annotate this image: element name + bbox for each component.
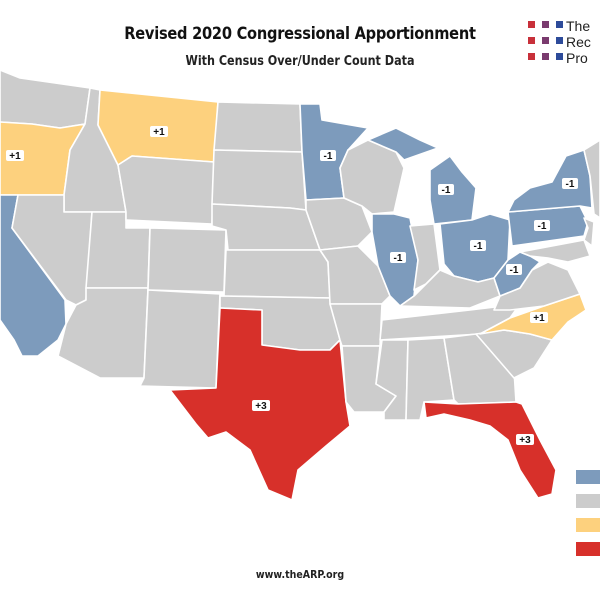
logo-dot xyxy=(556,21,563,28)
label-new-york: -1 xyxy=(562,178,578,190)
svg-text:-1: -1 xyxy=(394,253,403,264)
state-washington[interactable] xyxy=(0,70,91,129)
label-montana: +1 xyxy=(150,126,168,138)
label-illinois: -1 xyxy=(390,252,406,264)
state-new-york[interactable] xyxy=(507,149,593,213)
label-west-virginia: -1 xyxy=(506,264,522,276)
svg-text:+1: +1 xyxy=(153,127,165,138)
arp-logo: The Rec Pro xyxy=(528,18,600,68)
logo-dot xyxy=(542,37,549,44)
us-map: +1 +1 -1 -1 -1 -1 -1 -1 -1 +1 +3 +3 xyxy=(0,70,600,501)
legend-swatch-gain-one xyxy=(576,518,600,532)
svg-text:-1: -1 xyxy=(566,179,575,190)
label-ohio: -1 xyxy=(470,240,486,252)
state-south-dakota[interactable] xyxy=(211,149,307,211)
logo-dot xyxy=(528,21,535,28)
legend-swatch-gain-multi xyxy=(576,542,600,556)
state-new-england[interactable] xyxy=(583,139,600,219)
label-pennsylvania: -1 xyxy=(534,220,550,232)
state-utah[interactable] xyxy=(85,211,151,289)
label-michigan: -1 xyxy=(438,184,454,196)
label-florida: +3 xyxy=(516,434,534,446)
logo-dot xyxy=(528,37,535,44)
svg-text:+3: +3 xyxy=(255,401,267,412)
logo-dot xyxy=(556,53,563,60)
state-missouri[interactable] xyxy=(319,245,391,305)
logo-dot xyxy=(542,53,549,60)
footer-url: www.theARP.org xyxy=(255,568,345,581)
logo-dot xyxy=(556,37,563,44)
svg-text:+3: +3 xyxy=(519,435,531,446)
map-title: Revised 2020 Congressional Apportionment xyxy=(124,24,476,44)
svg-text:+1: +1 xyxy=(533,313,545,324)
state-wyoming[interactable] xyxy=(117,155,215,225)
state-kentucky[interactable] xyxy=(399,269,501,309)
legend-swatch-loss xyxy=(576,470,600,484)
state-new-jersey[interactable] xyxy=(583,217,595,247)
logo-dot xyxy=(528,53,535,60)
svg-text:-1: -1 xyxy=(324,151,333,162)
svg-text:-1: -1 xyxy=(510,265,519,276)
state-new-mexico[interactable] xyxy=(139,289,221,389)
state-michigan-upper[interactable] xyxy=(367,127,439,161)
state-nebraska[interactable] xyxy=(211,203,321,251)
state-kansas[interactable] xyxy=(223,249,331,299)
label-oregon: +1 xyxy=(6,150,24,162)
logo-text-line-1: The xyxy=(566,18,591,34)
logo-dot xyxy=(542,21,549,28)
svg-text:-1: -1 xyxy=(538,221,547,232)
logo-text-line-2: Rec xyxy=(566,34,591,50)
svg-text:-1: -1 xyxy=(474,241,483,252)
svg-text:-1: -1 xyxy=(442,185,451,196)
label-north-carolina: +1 xyxy=(530,312,548,324)
map-subtitle: With Census Over/Under Count Data xyxy=(185,54,415,69)
label-texas: +3 xyxy=(252,400,270,412)
state-colorado[interactable] xyxy=(147,227,227,293)
svg-text:+1: +1 xyxy=(9,151,21,162)
state-florida[interactable] xyxy=(423,401,557,499)
state-labels: +1 +1 -1 -1 -1 -1 -1 -1 -1 +1 +3 +3 xyxy=(6,126,578,446)
state-north-dakota[interactable] xyxy=(213,101,303,153)
legend-swatch-no-change xyxy=(576,494,600,508)
label-minnesota: -1 xyxy=(320,150,336,162)
logo-text-line-3: Pro xyxy=(566,50,588,66)
